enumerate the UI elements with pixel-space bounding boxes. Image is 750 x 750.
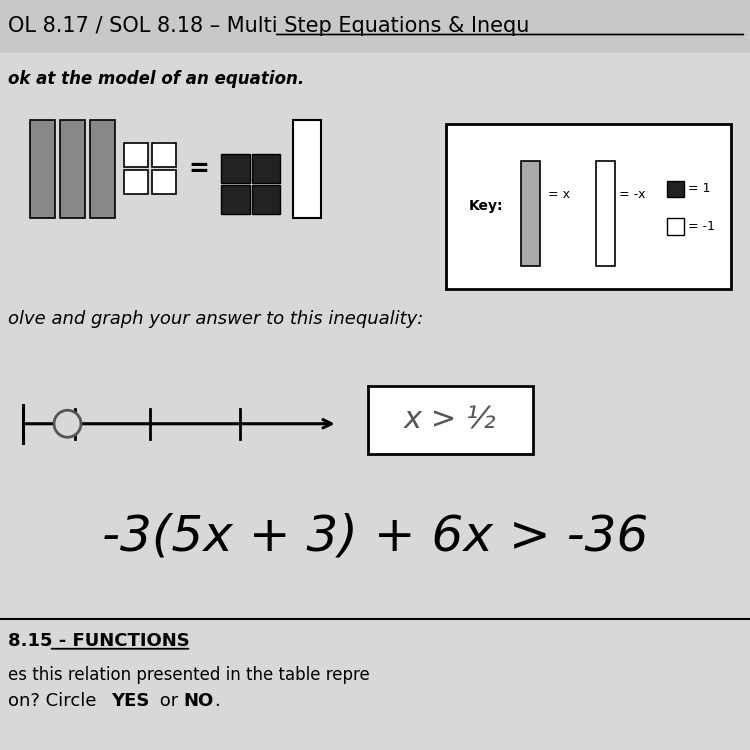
Bar (30, 120, 55, 218)
Text: ok at the model of an equation.: ok at the model of an equation. (8, 70, 304, 88)
Text: =: = (188, 157, 209, 181)
Bar (668, 181, 684, 197)
Text: = 1: = 1 (688, 182, 710, 196)
Text: = x: = x (548, 188, 569, 202)
Bar (668, 218, 684, 235)
Text: or: or (154, 692, 184, 710)
Bar (292, 120, 321, 218)
Bar (90, 120, 115, 218)
Text: NO: NO (184, 692, 214, 710)
Bar (152, 143, 176, 167)
Text: x > ½: x > ½ (404, 406, 496, 434)
Text: -3(5x + 3) + 6x > -36: -3(5x + 3) + 6x > -36 (102, 512, 648, 560)
Bar (124, 170, 148, 194)
Text: es this relation presented in the table repre: es this relation presented in the table … (8, 666, 369, 684)
Text: 8.15 - FUNCTIONS: 8.15 - FUNCTIONS (8, 632, 189, 650)
Bar (0, 0, 750, 53)
Bar (221, 154, 250, 183)
Text: = -1: = -1 (688, 220, 715, 233)
Circle shape (54, 410, 81, 437)
Bar (152, 170, 176, 194)
Text: OL 8.17 / SOL 8.18 – Multi Step Equations & Inequ: OL 8.17 / SOL 8.18 – Multi Step Equation… (8, 16, 529, 36)
Text: .: . (214, 692, 220, 710)
Bar (252, 185, 280, 214)
Bar (521, 161, 540, 266)
Bar (221, 185, 250, 214)
Bar (124, 143, 148, 167)
Text: YES: YES (111, 692, 149, 710)
Bar (252, 154, 280, 183)
Bar (596, 161, 615, 266)
Bar (60, 120, 85, 218)
Text: olve and graph your answer to this inequality:: olve and graph your answer to this inequ… (8, 310, 423, 328)
Text: Key:: Key: (469, 200, 503, 213)
Text: = -x: = -x (619, 188, 645, 202)
Bar (446, 124, 731, 289)
Bar (368, 386, 532, 454)
Text: on? Circle: on? Circle (8, 692, 102, 710)
